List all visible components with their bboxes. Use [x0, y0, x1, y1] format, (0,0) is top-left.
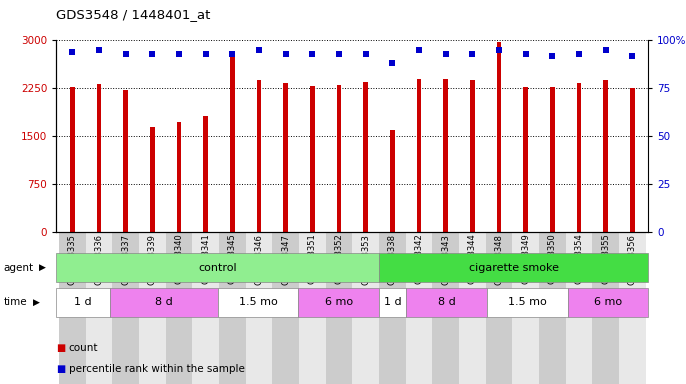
Bar: [326, 232, 353, 384]
Text: 1 d: 1 d: [74, 297, 92, 308]
Point: [67, 49, 78, 55]
Bar: [70, 87, 75, 232]
Text: ▶: ▶: [33, 298, 40, 307]
Bar: [230, 53, 235, 232]
Bar: [416, 79, 421, 232]
Bar: [523, 87, 528, 232]
Bar: [443, 79, 448, 232]
Bar: [123, 90, 128, 232]
Text: 1.5 mo: 1.5 mo: [508, 297, 547, 308]
Point: [547, 53, 558, 59]
Text: time: time: [3, 297, 27, 308]
Text: agent: agent: [3, 263, 34, 273]
Bar: [459, 232, 486, 384]
Bar: [56, 288, 110, 317]
Point: [307, 51, 318, 57]
Bar: [603, 80, 608, 232]
Bar: [283, 83, 288, 232]
Bar: [310, 86, 315, 232]
Bar: [176, 122, 181, 232]
Bar: [56, 253, 379, 282]
Bar: [592, 232, 619, 384]
Bar: [192, 232, 219, 384]
Point: [573, 51, 584, 57]
Bar: [203, 116, 208, 232]
Bar: [619, 232, 646, 384]
Bar: [272, 232, 299, 384]
Point: [440, 51, 451, 57]
Point: [280, 51, 291, 57]
Bar: [97, 84, 102, 232]
Point: [520, 51, 531, 57]
Text: 1 d: 1 d: [383, 297, 401, 308]
Bar: [539, 232, 565, 384]
Bar: [405, 232, 432, 384]
Point: [227, 51, 238, 57]
Bar: [337, 85, 342, 232]
Bar: [299, 232, 326, 384]
Bar: [59, 232, 86, 384]
Bar: [363, 82, 368, 232]
Bar: [512, 232, 539, 384]
Point: [253, 47, 264, 53]
Point: [627, 53, 638, 59]
Bar: [379, 253, 648, 282]
Text: 6 mo: 6 mo: [324, 297, 353, 308]
Bar: [432, 232, 459, 384]
Point: [600, 47, 611, 53]
Bar: [390, 130, 394, 232]
Bar: [110, 288, 217, 317]
Bar: [565, 232, 592, 384]
Point: [414, 47, 425, 53]
Text: cigarette smoke: cigarette smoke: [469, 263, 558, 273]
Text: GDS3548 / 1448401_at: GDS3548 / 1448401_at: [56, 8, 211, 21]
Text: ▶: ▶: [39, 263, 46, 272]
Bar: [113, 232, 139, 384]
Bar: [257, 80, 261, 232]
Bar: [246, 232, 272, 384]
Point: [493, 47, 504, 53]
Bar: [217, 288, 298, 317]
Point: [333, 51, 344, 57]
Bar: [379, 232, 405, 384]
Text: ■: ■: [56, 364, 65, 374]
Text: 1.5 mo: 1.5 mo: [239, 297, 277, 308]
Point: [93, 47, 104, 53]
Bar: [139, 232, 165, 384]
Bar: [630, 88, 635, 232]
Bar: [298, 288, 379, 317]
Text: count: count: [69, 343, 98, 353]
Text: 8 d: 8 d: [155, 297, 173, 308]
Bar: [150, 127, 154, 232]
Bar: [567, 288, 648, 317]
Bar: [219, 232, 246, 384]
Bar: [165, 232, 192, 384]
Text: ■: ■: [56, 343, 65, 353]
Bar: [406, 288, 487, 317]
Text: 6 mo: 6 mo: [594, 297, 622, 308]
Point: [466, 51, 477, 57]
Point: [200, 51, 211, 57]
Bar: [550, 87, 555, 232]
Text: percentile rank within the sample: percentile rank within the sample: [69, 364, 244, 374]
Bar: [497, 42, 501, 232]
Point: [147, 51, 158, 57]
Bar: [487, 288, 567, 317]
Point: [120, 51, 131, 57]
Bar: [576, 83, 581, 232]
Bar: [352, 232, 379, 384]
Bar: [486, 232, 512, 384]
Bar: [86, 232, 113, 384]
Point: [174, 51, 185, 57]
Bar: [379, 288, 406, 317]
Point: [387, 60, 398, 66]
Text: 8 d: 8 d: [438, 297, 456, 308]
Text: control: control: [198, 263, 237, 273]
Point: [360, 51, 371, 57]
Bar: [470, 80, 475, 232]
